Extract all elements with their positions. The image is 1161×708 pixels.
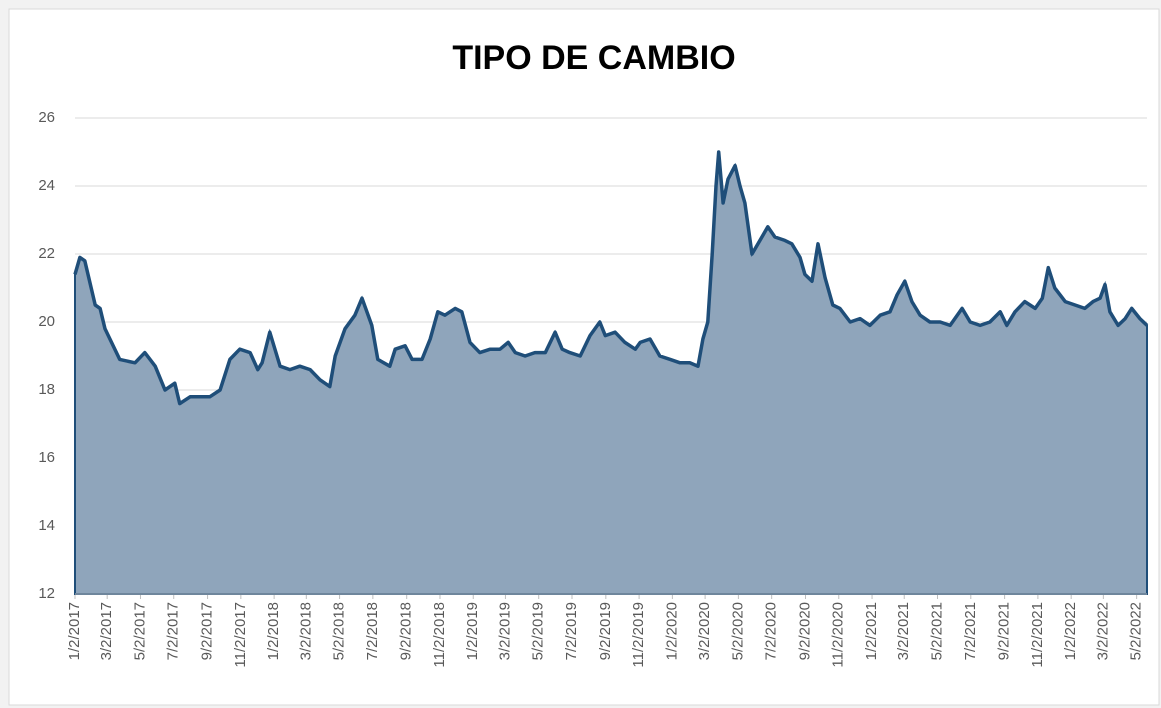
x-tick-label: 11/2/2017 — [232, 602, 249, 668]
x-tick-label: 1/2/2021 — [863, 602, 880, 660]
x-tick-label: 7/2/2018 — [364, 602, 381, 660]
y-tick-label: 14 — [38, 517, 55, 534]
x-tick-label: 5/2/2022 — [1128, 602, 1145, 660]
x-tick-label: 11/2/2021 — [1029, 602, 1046, 668]
x-tick-label: 9/2/2018 — [398, 602, 415, 660]
x-tick-label: 3/2/2021 — [895, 602, 912, 660]
line — [73, 150, 1149, 406]
x-tick-label: 1/2/2022 — [1062, 602, 1079, 660]
x-tick-label: 5/2/2021 — [928, 602, 945, 660]
x-tick-label: 9/2/2020 — [796, 602, 813, 660]
x-tick-label: 7/2/2020 — [763, 602, 780, 660]
y-tick-label: 12 — [38, 585, 55, 602]
x-tick-label: 3/2/2017 — [98, 602, 115, 660]
x-tick-label: 3/2/2019 — [496, 602, 513, 660]
x-tick-label: 3/2/2022 — [1094, 602, 1111, 660]
x-tick-label: 7/2/2021 — [962, 602, 979, 660]
x-tick-label: 1/2/2017 — [66, 602, 83, 660]
x-tick-label: 1/2/2019 — [464, 602, 481, 660]
x-tick-label: 9/2/2017 — [199, 602, 216, 660]
x-tick-label: 3/2/2018 — [297, 602, 314, 660]
x-tick-label: 11/2/2020 — [830, 602, 847, 668]
x-tick-label: 11/2/2019 — [630, 602, 647, 668]
y-tick-label: 20 — [38, 313, 55, 330]
y-tick-label: 16 — [38, 449, 55, 466]
y-tick-label: 26 — [38, 109, 55, 126]
y-tick-label: 18 — [38, 381, 55, 398]
x-tick-label: 9/2/2021 — [996, 602, 1013, 660]
x-tick-label: 1/2/2018 — [265, 602, 282, 660]
x-tick-label: 11/2/2018 — [431, 602, 448, 668]
x-tick-label: 5/2/2019 — [530, 602, 547, 660]
x-tick-label: 5/2/2017 — [131, 602, 148, 660]
x-tick-label: 7/2/2019 — [563, 602, 580, 660]
y-tick-label: 22 — [38, 245, 55, 262]
x-tick-label: 7/2/2017 — [165, 602, 182, 660]
x-tick-label: 5/2/2020 — [729, 602, 746, 660]
y-tick-label: 24 — [38, 177, 55, 194]
x-tick-label: 9/2/2019 — [597, 602, 614, 660]
x-tick-label: 3/2/2020 — [696, 602, 713, 660]
chart-title: TIPO DE CAMBIO — [452, 39, 735, 77]
x-tick-label: 1/2/2020 — [663, 602, 680, 660]
x-tick-label: 5/2/2018 — [331, 602, 348, 660]
